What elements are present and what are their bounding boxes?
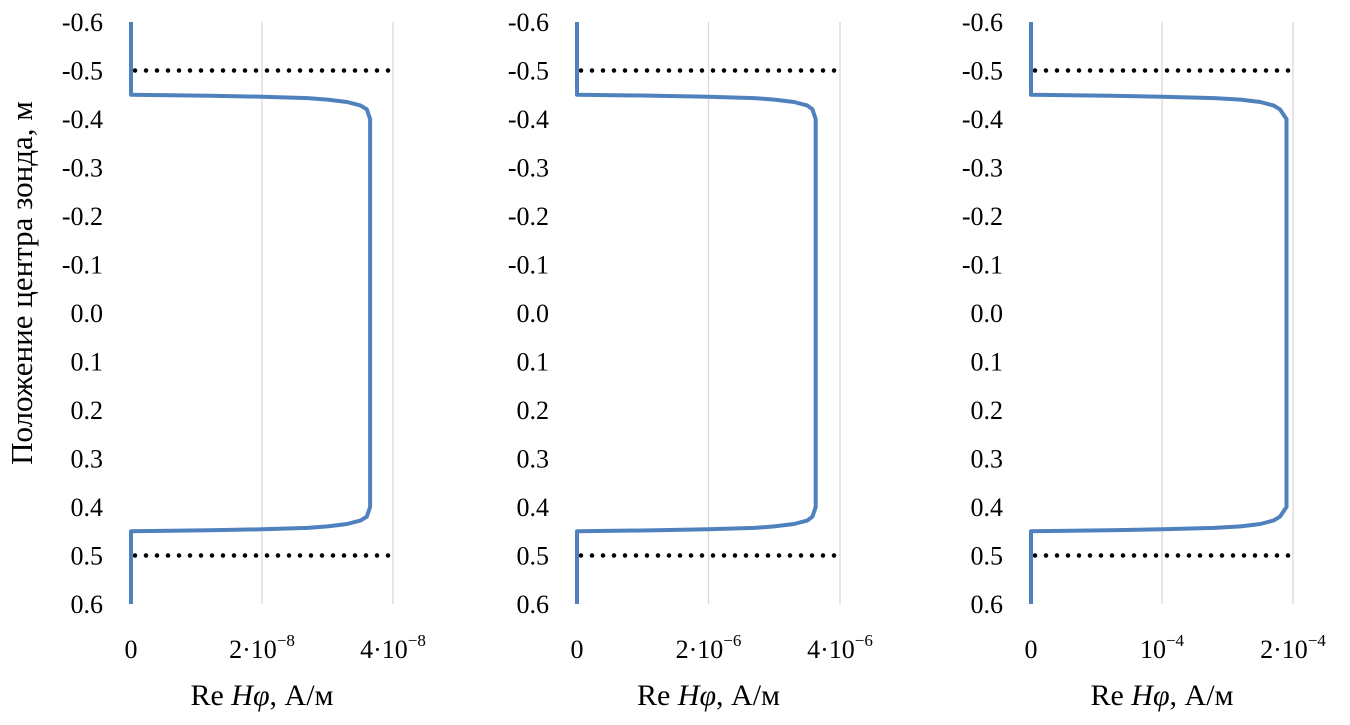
series-line: [129, 22, 373, 604]
x-tick-exponent: −8: [277, 631, 295, 650]
y-tick-label: 0.6: [971, 590, 1004, 619]
y-tick-label: 0.6: [71, 590, 104, 619]
x-axis-title-variable: Hφ: [1130, 679, 1169, 712]
y-tick-label: -0.2: [508, 202, 549, 231]
x-axis-title: Re Hφ, А/м: [637, 679, 780, 712]
y-tick-label: 0.4: [517, 493, 550, 522]
y-tick-label: -0.2: [962, 202, 1003, 231]
x-axis-title: Re Hφ, А/м: [1090, 679, 1233, 712]
y-tick-label: 0.3: [517, 445, 550, 474]
x-tick-exponent: −4: [1166, 631, 1185, 650]
x-axis-title-variable: Hφ: [230, 679, 269, 712]
y-tick-label: -0.6: [508, 8, 549, 37]
x-tick-label: 2·10−6: [676, 631, 742, 664]
x-tick-base: 2·10: [229, 635, 277, 664]
y-tick-label: -0.4: [62, 105, 103, 134]
y-tick-label: -0.1: [62, 251, 103, 280]
x-tick-base: 2·10: [676, 635, 724, 664]
y-tick-label: 0.4: [971, 493, 1004, 522]
x-tick-label: 4·10−8: [360, 631, 426, 664]
chart-panel-1: -0.6 -0.5 -0.4 -0.3 -0.2 -0.1 0.0 0.1 0.2 0.3 0.4 0…: [62, 8, 426, 712]
x-tick-base: 4·10: [807, 635, 855, 664]
series-line: [575, 22, 818, 604]
y-tick-label: -0.6: [62, 8, 103, 37]
x-axis-title-prefix: Re: [637, 679, 678, 712]
y-tick-label: 0.1: [971, 348, 1004, 377]
x-tick-label: 0: [1025, 635, 1038, 664]
y-tick-label: 0.5: [71, 542, 104, 571]
x-axis-title: Re Hφ, А/м: [190, 679, 333, 712]
x-axis-title-units: , А/м: [270, 679, 334, 712]
x-tick-label: 0: [125, 635, 138, 664]
y-tick-label: 0.0: [517, 299, 550, 328]
x-axis-title-variable: Hφ: [677, 679, 716, 712]
y-tick-label: 0.1: [71, 348, 104, 377]
y-tick-label: 0.2: [971, 396, 1004, 425]
x-axis-title-prefix: Re: [190, 679, 231, 712]
y-tick-label: 0.3: [71, 445, 104, 474]
y-tick-label: 0.2: [517, 396, 550, 425]
y-tick-label: 0.0: [971, 299, 1004, 328]
x-axis-title-prefix: Re: [1090, 679, 1131, 712]
chart-panel-2: -0.6 -0.5 -0.4 -0.3 -0.2 -0.1 0.0 0.1 0.2 0.3 0.4 0…: [508, 8, 873, 712]
y-axis-title: Положение центра зонда, м: [4, 101, 39, 465]
y-tick-label: 0.1: [517, 348, 550, 377]
x-tick-exponent: −6: [723, 631, 741, 650]
y-tick-label: 0.4: [71, 493, 104, 522]
y-tick-label: -0.5: [962, 57, 1003, 86]
x-tick-label: 4·10−6: [807, 631, 873, 664]
y-tick-label: 0.2: [71, 396, 104, 425]
y-tick-label: -0.3: [508, 154, 549, 183]
x-tick-label: 2·10−8: [229, 631, 295, 664]
x-tick-base: 4·10: [360, 635, 408, 664]
x-axis-title-units: , А/м: [1170, 679, 1234, 712]
x-tick-exponent: −4: [1308, 631, 1327, 650]
x-tick-base: 2·10: [1260, 635, 1308, 664]
y-tick-label: -0.1: [508, 251, 549, 280]
y-tick-label: 0.6: [517, 590, 550, 619]
x-tick-label: 2·10−4: [1260, 631, 1326, 664]
y-tick-label: -0.4: [508, 105, 549, 134]
x-tick-label: 0: [571, 635, 584, 664]
y-tick-label: -0.5: [508, 57, 549, 86]
y-tick-label: 0.0: [71, 299, 104, 328]
x-tick-label: 10−4: [1140, 631, 1185, 664]
y-tick-label: -0.6: [962, 8, 1003, 37]
x-tick-exponent: −8: [408, 631, 426, 650]
chart-panel-3: -0.6 -0.5 -0.4 -0.3 -0.2 -0.1 0.0 0.1 0.2 0.3 0.4 0…: [962, 8, 1327, 712]
y-tick-label: -0.3: [962, 154, 1003, 183]
y-tick-label: -0.2: [62, 202, 103, 231]
y-tick-label: 0.3: [971, 445, 1004, 474]
series-line: [1029, 22, 1289, 604]
x-tick-base: 10: [1140, 635, 1166, 664]
y-tick-label: -0.3: [62, 154, 103, 183]
y-tick-label: -0.4: [962, 105, 1003, 134]
y-tick-label: -0.5: [62, 57, 103, 86]
y-tick-label: 0.5: [971, 542, 1004, 571]
y-tick-label: -0.1: [962, 251, 1003, 280]
x-tick-exponent: −6: [855, 631, 873, 650]
y-tick-label: 0.5: [517, 542, 550, 571]
x-axis-title-units: , А/м: [716, 679, 780, 712]
